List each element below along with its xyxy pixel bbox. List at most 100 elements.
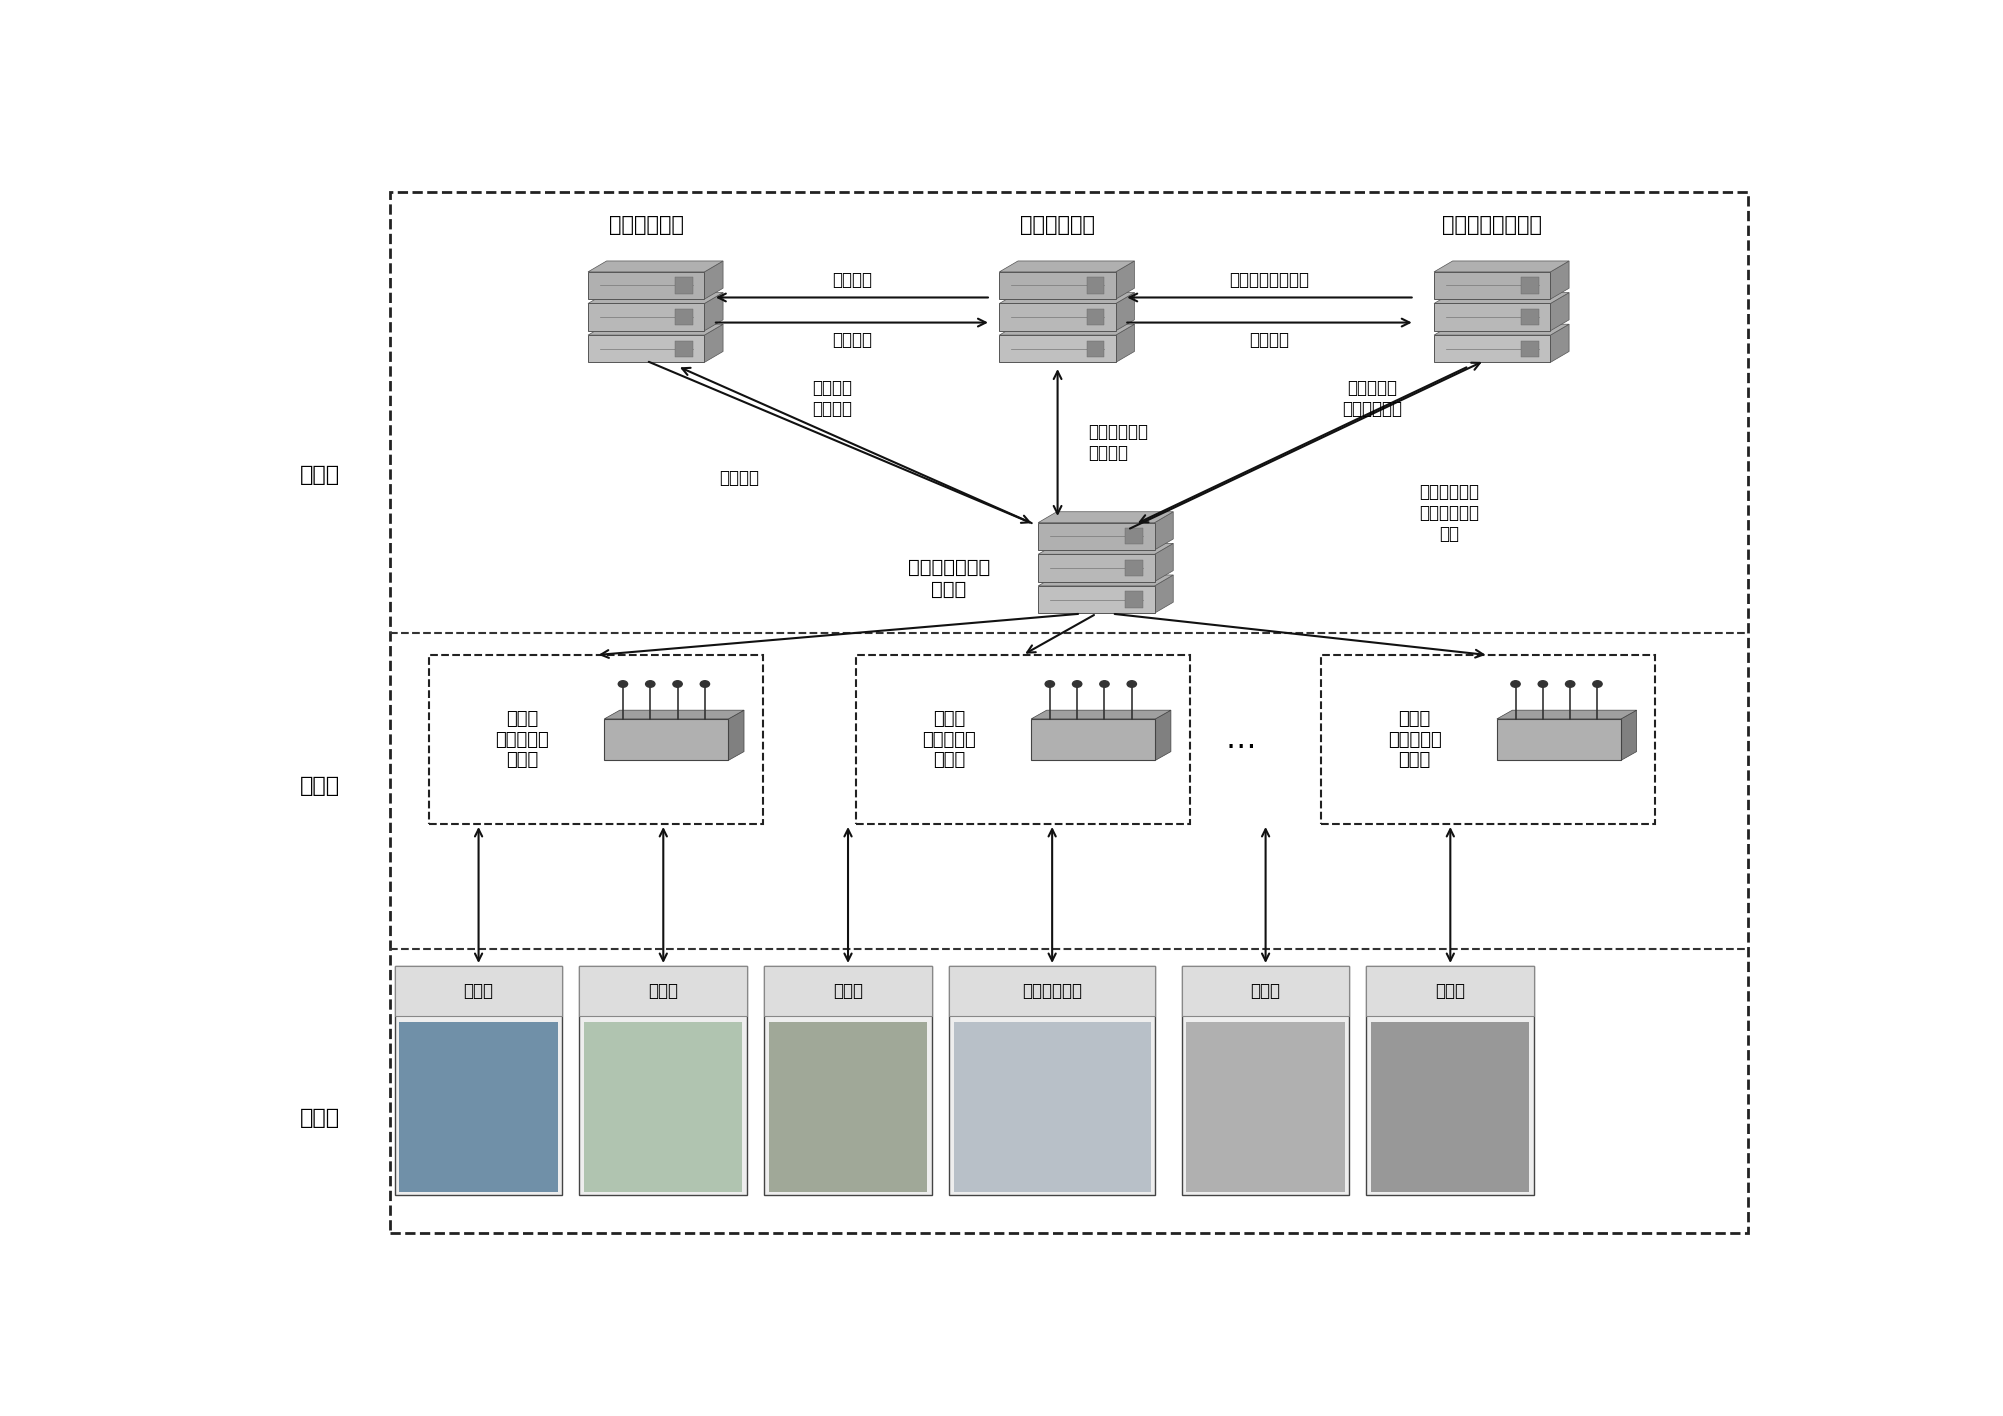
Bar <box>1322 656 1654 824</box>
Bar <box>1032 719 1156 760</box>
Bar <box>1434 336 1550 362</box>
Bar <box>1126 559 1144 576</box>
Polygon shape <box>1116 324 1134 362</box>
Polygon shape <box>605 711 743 719</box>
Polygon shape <box>705 324 723 362</box>
Circle shape <box>1538 681 1548 687</box>
Bar <box>1038 554 1154 582</box>
Polygon shape <box>1038 544 1174 554</box>
Polygon shape <box>1116 293 1134 331</box>
Bar <box>1496 719 1620 760</box>
Bar <box>391 191 1749 1233</box>
Text: 虚拟电厂聚合调
控平台: 虚拟电厂聚合调 控平台 <box>907 558 989 599</box>
Bar <box>999 336 1116 362</box>
Bar <box>605 719 729 760</box>
Bar <box>589 336 705 362</box>
Polygon shape <box>999 261 1134 272</box>
Text: 准入条件、接
入方案、响应
信息: 准入条件、接 入方案、响应 信息 <box>1420 483 1480 542</box>
Bar <box>1522 341 1538 357</box>
Bar <box>1088 278 1104 293</box>
Circle shape <box>1128 681 1136 687</box>
Polygon shape <box>1154 511 1174 549</box>
Circle shape <box>1100 681 1110 687</box>
Bar <box>589 272 705 299</box>
Bar <box>589 303 705 331</box>
Bar <box>395 966 563 1195</box>
Polygon shape <box>1434 293 1568 303</box>
Bar <box>1182 966 1350 1195</box>
Bar <box>769 1022 927 1191</box>
Text: 分布式
资源聚合控
制装置: 分布式 资源聚合控 制装置 <box>1388 709 1442 769</box>
Bar <box>765 966 931 1017</box>
Text: 控制器: 控制器 <box>833 983 863 1000</box>
Circle shape <box>1046 681 1054 687</box>
Circle shape <box>645 681 655 687</box>
Text: 调度需求: 调度需求 <box>831 331 871 350</box>
Bar <box>1372 1022 1530 1191</box>
Text: 控制策略
出清结果: 控制策略 出清结果 <box>813 379 853 418</box>
Bar <box>1126 592 1144 607</box>
Text: 逆变器: 逆变器 <box>463 983 493 1000</box>
Bar <box>953 1022 1152 1191</box>
Circle shape <box>1566 681 1574 687</box>
Bar <box>855 656 1190 824</box>
Polygon shape <box>1038 575 1174 586</box>
Polygon shape <box>1154 544 1174 582</box>
Text: 控制器: 控制器 <box>1250 983 1280 1000</box>
Bar <box>1038 523 1154 549</box>
Circle shape <box>1072 681 1082 687</box>
Polygon shape <box>705 261 723 299</box>
Bar <box>949 966 1156 1195</box>
Circle shape <box>1510 681 1520 687</box>
Polygon shape <box>1038 511 1174 523</box>
Bar <box>675 341 693 357</box>
Bar <box>999 303 1116 331</box>
Polygon shape <box>1550 324 1568 362</box>
Polygon shape <box>1032 711 1172 719</box>
Bar <box>1366 966 1534 1017</box>
Polygon shape <box>1434 261 1568 272</box>
Bar <box>395 966 563 1017</box>
Bar <box>1088 309 1104 326</box>
Polygon shape <box>999 324 1134 336</box>
Bar <box>1126 528 1144 544</box>
Bar <box>999 272 1116 299</box>
Bar <box>399 1022 557 1191</box>
Bar <box>1186 1022 1344 1191</box>
Bar <box>675 309 693 326</box>
Bar <box>1038 586 1154 613</box>
Text: 平台层: 平台层 <box>300 466 341 486</box>
Polygon shape <box>589 293 723 303</box>
Text: 电力交易平台: 电力交易平台 <box>1020 215 1096 235</box>
Text: 计费控制单元: 计费控制单元 <box>1022 983 1082 1000</box>
Bar <box>1522 278 1538 293</box>
Text: 虚拟电厂管控平台: 虚拟电厂管控平台 <box>1442 215 1542 235</box>
Bar <box>429 656 763 824</box>
Polygon shape <box>1550 293 1568 331</box>
Polygon shape <box>1154 575 1174 613</box>
Text: 注册、报价、
合同信息: 注册、报价、 合同信息 <box>1090 423 1148 462</box>
Bar <box>675 278 693 293</box>
Bar <box>1434 303 1550 331</box>
Polygon shape <box>1116 261 1134 299</box>
Circle shape <box>701 681 709 687</box>
Text: 聚合层: 聚合层 <box>300 776 341 796</box>
Bar <box>1088 341 1104 357</box>
Text: 实时数据: 实时数据 <box>719 469 759 487</box>
Polygon shape <box>1434 324 1568 336</box>
Bar <box>1434 272 1550 299</box>
Bar <box>949 966 1156 1017</box>
Text: 电力调度系统: 电力调度系统 <box>609 215 683 235</box>
Polygon shape <box>589 261 723 272</box>
Text: 出清结果: 出清结果 <box>1250 331 1290 350</box>
Polygon shape <box>999 293 1134 303</box>
Bar <box>1522 309 1538 326</box>
Polygon shape <box>729 711 743 760</box>
Text: 准入审核结
果，执行认定: 准入审核结 果，执行认定 <box>1342 379 1402 418</box>
Polygon shape <box>1496 711 1636 719</box>
Text: 资源层: 资源层 <box>300 1109 341 1129</box>
Text: 控制器: 控制器 <box>1436 983 1466 1000</box>
Text: 逆变器: 逆变器 <box>649 983 679 1000</box>
Circle shape <box>673 681 683 687</box>
Bar <box>765 966 931 1195</box>
